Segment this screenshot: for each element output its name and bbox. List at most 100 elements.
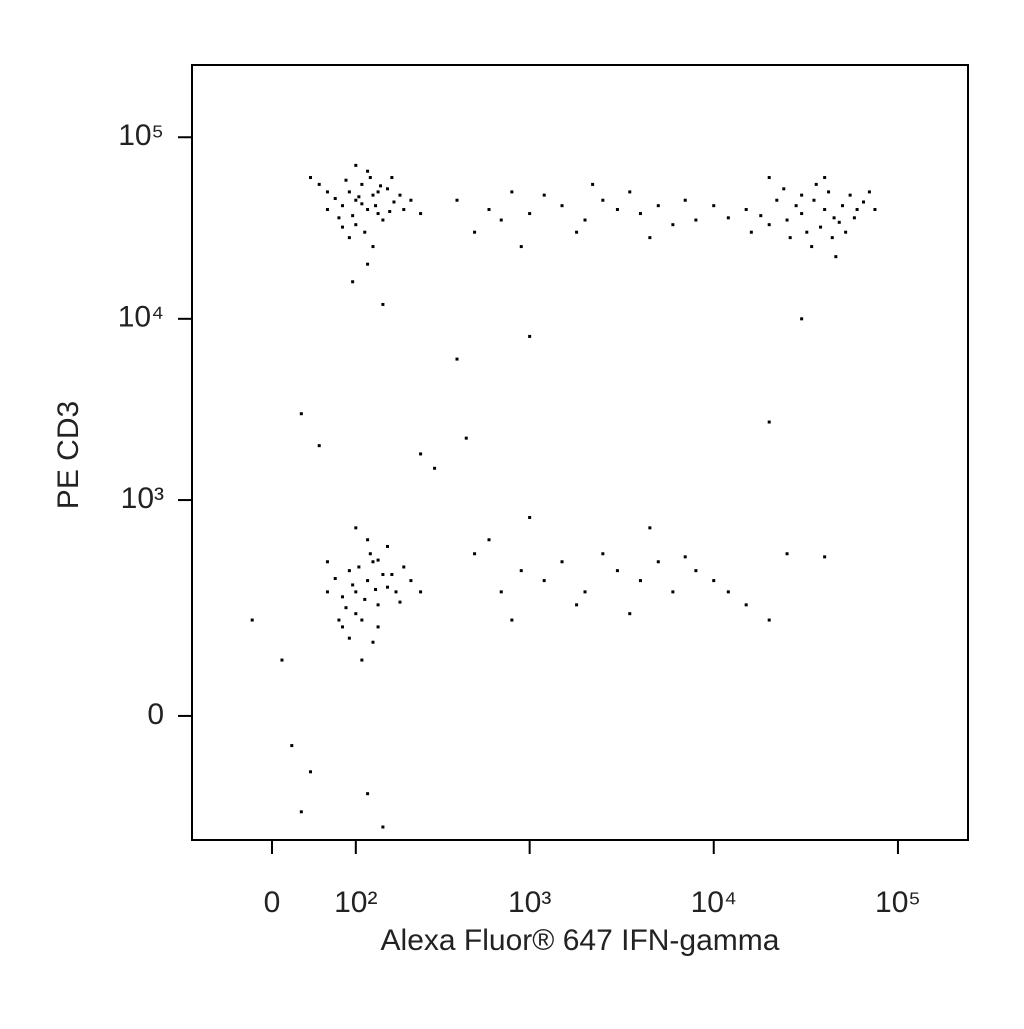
point xyxy=(351,583,355,587)
point xyxy=(371,640,375,644)
point xyxy=(354,526,358,530)
point xyxy=(823,208,827,212)
point xyxy=(656,560,660,564)
point xyxy=(615,569,619,573)
point xyxy=(759,214,763,218)
point xyxy=(499,590,503,594)
point xyxy=(390,176,394,180)
point xyxy=(861,200,865,204)
x-tick-label: 10³ xyxy=(508,886,551,919)
point xyxy=(354,612,358,616)
point xyxy=(347,236,351,240)
point xyxy=(834,255,838,259)
point xyxy=(402,565,406,569)
point xyxy=(381,572,385,576)
point xyxy=(360,658,364,662)
point xyxy=(528,515,532,519)
point xyxy=(519,569,523,573)
point xyxy=(376,603,380,607)
point xyxy=(325,560,329,564)
point xyxy=(376,212,380,216)
point xyxy=(317,444,321,448)
point xyxy=(800,212,804,216)
point xyxy=(280,658,284,662)
point xyxy=(376,190,380,194)
point xyxy=(767,223,771,227)
point xyxy=(848,193,852,197)
point xyxy=(371,560,375,564)
point xyxy=(366,208,370,212)
point xyxy=(325,208,329,212)
point xyxy=(366,262,370,266)
point xyxy=(371,193,375,197)
plot-frame xyxy=(191,64,969,841)
point xyxy=(528,334,532,338)
point xyxy=(366,169,370,173)
point xyxy=(385,187,389,191)
point xyxy=(376,625,380,629)
point xyxy=(782,187,786,191)
point xyxy=(455,357,459,361)
point xyxy=(638,579,642,583)
point xyxy=(368,552,372,556)
point xyxy=(347,636,351,640)
point xyxy=(542,193,546,197)
point xyxy=(354,590,358,594)
point xyxy=(360,202,364,206)
point xyxy=(299,412,303,416)
point xyxy=(347,190,351,194)
point xyxy=(830,236,834,240)
point xyxy=(419,212,423,216)
point xyxy=(656,204,660,208)
point xyxy=(823,176,827,180)
x-axis-label: Alexa Fluor® 647 IFN-gamma xyxy=(381,924,780,957)
point xyxy=(726,590,730,594)
point xyxy=(290,744,294,748)
point xyxy=(823,555,827,559)
point xyxy=(341,625,345,629)
point xyxy=(388,210,392,214)
point xyxy=(575,230,579,234)
x-tick-label: 0 xyxy=(264,886,281,919)
point xyxy=(767,176,771,180)
x-tick-label: 10⁵ xyxy=(875,886,921,919)
point xyxy=(560,204,564,208)
point xyxy=(812,198,816,202)
point xyxy=(419,590,423,594)
point xyxy=(575,603,579,607)
point xyxy=(628,612,632,616)
point xyxy=(337,216,341,220)
point xyxy=(487,208,491,212)
point xyxy=(560,560,564,564)
point xyxy=(354,198,358,202)
point xyxy=(519,245,523,249)
point xyxy=(855,208,859,212)
point xyxy=(473,230,477,234)
point xyxy=(744,208,748,212)
point xyxy=(341,204,345,208)
point xyxy=(455,198,459,202)
point xyxy=(333,577,337,581)
point xyxy=(385,585,389,589)
point xyxy=(788,236,792,240)
point xyxy=(841,204,845,208)
point xyxy=(409,579,413,583)
point xyxy=(344,606,348,610)
point xyxy=(398,193,402,197)
y-tick-label: 10³ xyxy=(121,482,164,515)
point xyxy=(499,218,503,222)
point xyxy=(374,204,378,208)
y-tick-label: 10⁴ xyxy=(118,301,164,334)
point xyxy=(805,230,809,234)
point xyxy=(398,600,402,604)
point xyxy=(542,579,546,583)
y-axis-label: PE CD3 xyxy=(52,401,85,509)
point xyxy=(683,555,687,559)
point xyxy=(357,565,361,569)
point xyxy=(785,552,789,556)
point xyxy=(363,597,367,601)
point xyxy=(794,204,798,208)
point xyxy=(357,195,361,199)
point xyxy=(394,590,398,594)
